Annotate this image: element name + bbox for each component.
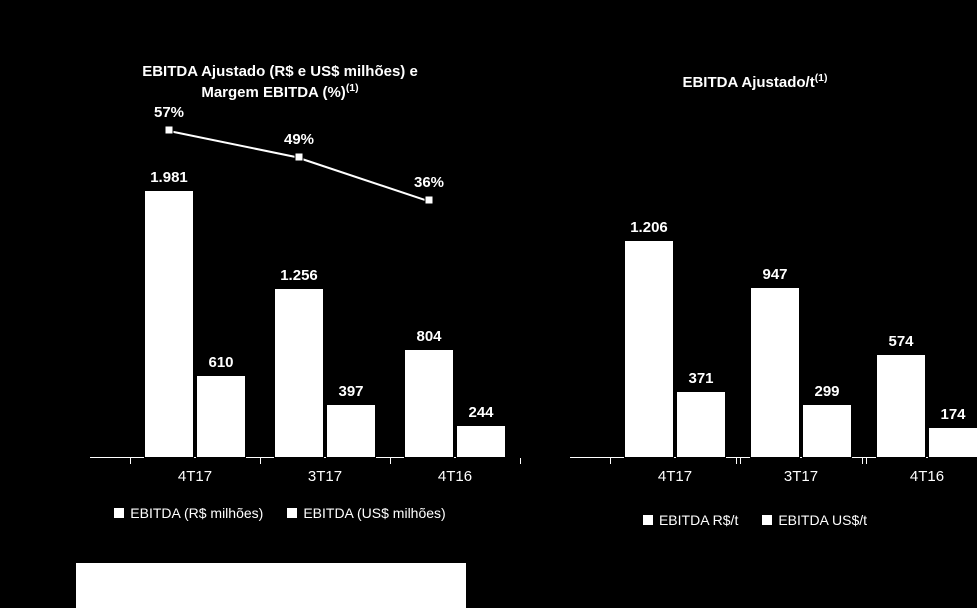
legend-item-brl: EBITDA (R$ milhões) — [114, 505, 263, 521]
margin-line-label: 36% — [414, 174, 444, 191]
ebitda-per-ton-chart: EBITDA Ajustado/t(1) 1.2063714T179472993… — [0, 0, 370, 218]
bar-brl — [144, 190, 194, 458]
bar-brl — [876, 354, 926, 458]
axis-tick — [130, 458, 131, 464]
axis-tick — [610, 458, 611, 464]
bar-value-label: 244 — [456, 404, 506, 421]
bar-brl — [274, 288, 324, 458]
bar-usd — [326, 404, 376, 458]
axis-tick — [390, 458, 391, 464]
legend-label: EBITDA US$/t — [778, 512, 867, 528]
axis-tick — [740, 458, 741, 464]
bar-value-label: 610 — [196, 354, 246, 371]
margin-line-marker — [425, 196, 434, 205]
category-label: 3T17 — [274, 468, 376, 485]
bar-value-label: 947 — [750, 266, 800, 283]
legend-item-usd: EBITDA (US$ milhões) — [287, 505, 445, 521]
axis-tick — [736, 458, 737, 464]
bar-usd — [196, 375, 246, 458]
left-plot-area: 1.9816104T171.2563973T178042444T1657%49%… — [90, 190, 470, 458]
category-label: 4T17 — [624, 468, 726, 485]
legend-label: EBITDA (US$ milhões) — [303, 505, 445, 521]
axis-tick — [862, 458, 863, 464]
category-label: 4T17 — [144, 468, 246, 485]
bar-usd — [928, 427, 977, 458]
right-legend: EBITDA R$/t EBITDA US$/t — [570, 512, 940, 528]
bar-brl — [624, 240, 674, 458]
legend-label: EBITDA (R$ milhões) — [130, 505, 263, 521]
category-label: 4T16 — [876, 468, 977, 485]
left-legend: EBITDA (R$ milhões) EBITDA (US$ milhões) — [90, 505, 470, 521]
axis-tick — [520, 458, 521, 464]
bar-value-label: 804 — [404, 328, 454, 345]
bar-brl — [404, 349, 454, 458]
bar-usd — [802, 404, 852, 458]
bar-value-label: 1.206 — [624, 219, 674, 236]
bar-value-label: 1.256 — [274, 267, 324, 284]
legend-swatch-icon — [643, 515, 653, 525]
bar-usd — [676, 391, 726, 458]
bar-value-label: 174 — [928, 406, 977, 423]
bar-usd — [456, 425, 506, 458]
legend-item-brl-per-t: EBITDA R$/t — [643, 512, 738, 528]
legend-swatch-icon — [762, 515, 772, 525]
bar-value-label: 299 — [802, 383, 852, 400]
legend-item-usd-per-t: EBITDA US$/t — [762, 512, 867, 528]
right-plot-area: 1.2063714T179472993T175741744T16 — [570, 240, 940, 458]
bottom-panel — [76, 563, 466, 608]
bar-value-label: 371 — [676, 370, 726, 387]
legend-swatch-icon — [114, 508, 124, 518]
axis-tick — [866, 458, 867, 464]
category-label: 3T17 — [750, 468, 852, 485]
legend-label: EBITDA R$/t — [659, 512, 738, 528]
bar-value-label: 574 — [876, 333, 926, 350]
right-chart-title: EBITDA Ajustado/t(1) — [570, 72, 940, 93]
bar-value-label: 397 — [326, 383, 376, 400]
category-label: 4T16 — [404, 468, 506, 485]
legend-swatch-icon — [287, 508, 297, 518]
bar-brl — [750, 287, 800, 458]
axis-tick — [260, 458, 261, 464]
